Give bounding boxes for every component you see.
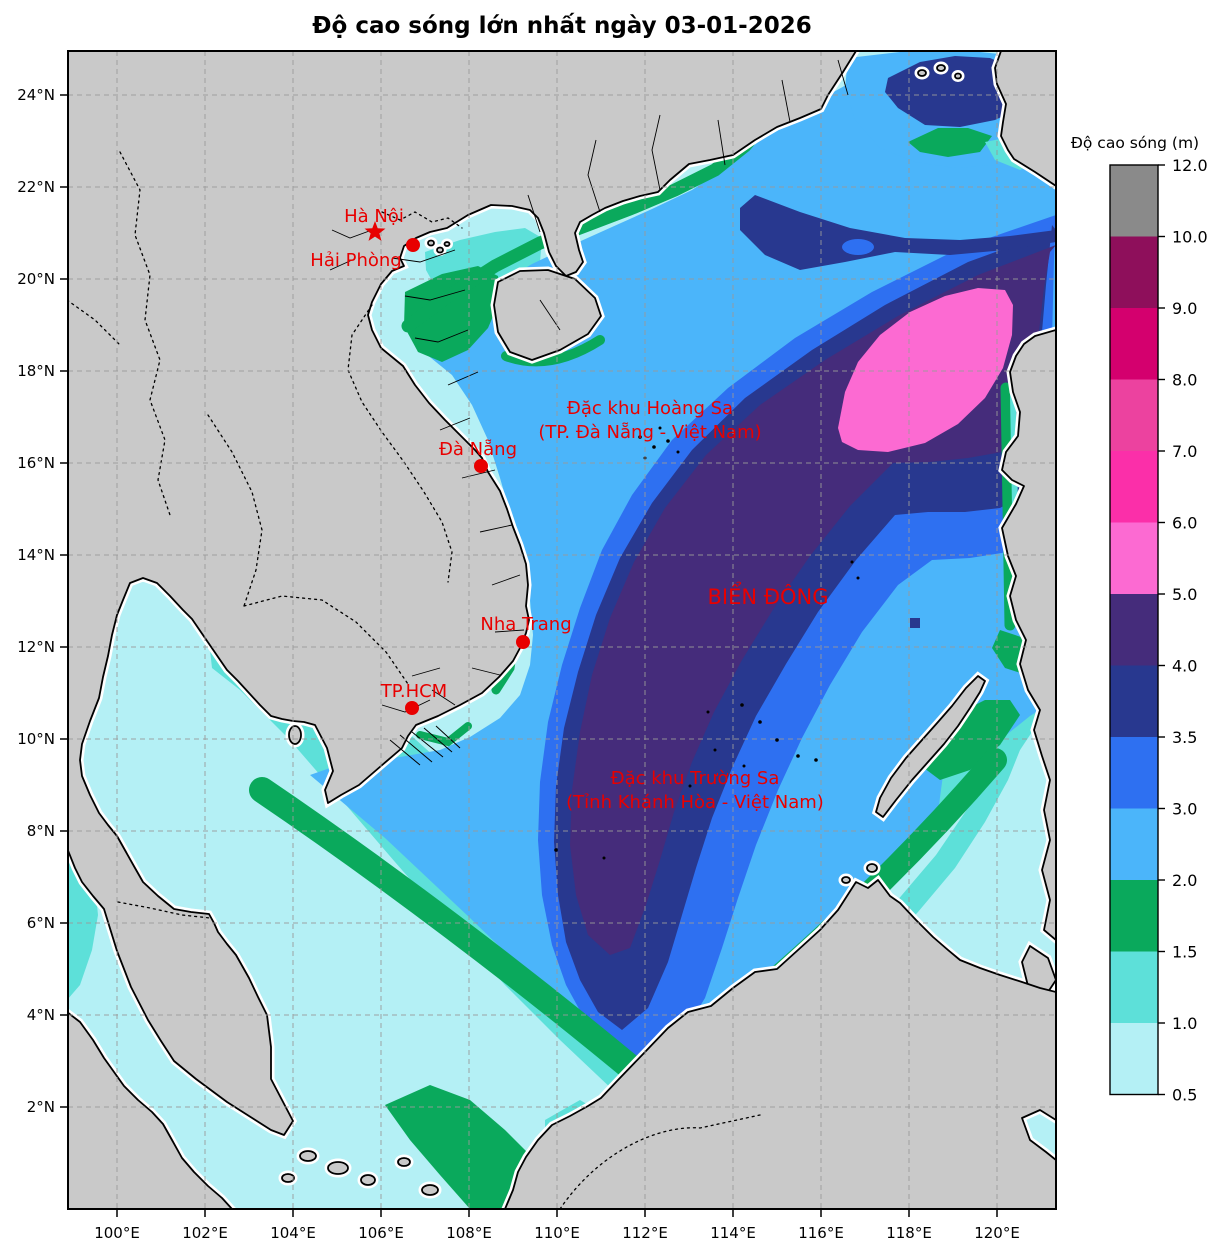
map-layers (68, 51, 1056, 1209)
country-borders-dotted (68, 151, 761, 1209)
gridlines (68, 51, 1056, 1209)
y-tick-label: 10°N (17, 730, 55, 748)
sea-level-5-6m (838, 288, 1013, 452)
colorbar-ticks (1158, 164, 1165, 1096)
city-label-hanoi: Hà Nội (344, 206, 404, 227)
cb-label: 2.0 (1172, 871, 1197, 890)
y-tick-label: 8°N (27, 822, 55, 840)
map-plot: Hà Nội Hải Phòng Đà Nẵng Nha Trang TP.HC… (17, 12, 1057, 1242)
hanoi-star-marker (364, 221, 386, 241)
cb-label: 4.0 (1172, 657, 1197, 676)
tphcm-dot-marker (405, 701, 419, 715)
x-tick-label: 100°E (94, 1224, 140, 1242)
y-tick-label: 24°N (17, 86, 55, 104)
danang-dot-marker (474, 459, 488, 473)
x-tick-label: 116°E (798, 1224, 844, 1242)
province-borders (329, 59, 849, 713)
city-label-nhatrang: Nha Trang (480, 614, 571, 635)
y-tick-label: 2°N (27, 1098, 55, 1116)
cb-label: 1.0 (1172, 1014, 1197, 1033)
label-truong-sa-line2: (Tỉnh Khánh Hòa - Việt Nam) (566, 792, 824, 813)
label-hoang-sa-line1: Đặc khu Hoàng Sa (567, 398, 733, 419)
sea-medium-hole (842, 239, 874, 255)
y-tick-label: 16°N (17, 454, 55, 472)
colorbar-labels: 12.0 10.0 9.0 8.0 7.0 6.0 5.0 4.0 3.5 3.… (1172, 156, 1208, 1105)
colorbar-segments (1110, 165, 1158, 1095)
x-tick-label: 118°E (886, 1224, 932, 1242)
cb-label: 7.0 (1172, 442, 1197, 461)
x-tick-label: 102°E (182, 1224, 228, 1242)
cb-label: 3.5 (1172, 728, 1197, 747)
cb-label: 12.0 (1172, 156, 1208, 175)
cb-label: 8.0 (1172, 371, 1197, 390)
x-tick-label: 114°E (710, 1224, 756, 1242)
x-tick-label: 104°E (270, 1224, 316, 1242)
cb-label: 10.0 (1172, 228, 1208, 247)
cb-label: 1.5 (1172, 943, 1197, 962)
cb-label: 9.0 (1172, 299, 1197, 318)
x-tick-label: 108°E (446, 1224, 492, 1242)
city-markers (364, 221, 530, 715)
x-tick-label: 110°E (534, 1224, 580, 1242)
x-tick-label: 120°E (974, 1224, 1020, 1242)
nhatrang-dot-marker (516, 635, 530, 649)
cb-label: 6.0 (1172, 514, 1197, 533)
y-tick-label: 14°N (17, 546, 55, 564)
y-axis-labels: 24°N 22°N 20°N 18°N 16°N 14°N 12°N 10°N … (17, 86, 55, 1116)
city-label-tphcm: TP.HCM (380, 681, 447, 702)
label-hoang-sa-line2: (TP. Đà Nẵng - Việt Nam) (538, 422, 761, 443)
x-axis-ticks (116, 1209, 998, 1217)
colorbar: Độ cao sóng (m) 12.0 10.0 9.0 (1071, 134, 1208, 1105)
x-axis-labels: 100°E 102°E 104°E 106°E 108°E 110°E 112°… (94, 1224, 1020, 1242)
y-tick-label: 18°N (17, 362, 55, 380)
cb-label: 5.0 (1172, 585, 1197, 604)
x-tick-label: 106°E (358, 1224, 404, 1242)
haiphong-dot-marker (406, 238, 420, 252)
y-tick-label: 4°N (27, 1006, 55, 1024)
label-bien-dong: BIỂN ĐÔNG (707, 582, 828, 609)
navy-dot (910, 618, 920, 628)
label-truong-sa-line1: Đặc khu Trường Sa (611, 768, 780, 789)
y-tick-label: 22°N (17, 178, 55, 196)
x-tick-label: 112°E (622, 1224, 668, 1242)
y-axis-ticks (60, 94, 68, 1108)
plot-title: Độ cao sóng lớn nhất ngày 03-01-2026 (312, 12, 812, 39)
sea-navy-lens (740, 195, 1056, 270)
city-label-haiphong: Hải Phòng (310, 250, 401, 271)
map-frame (67, 50, 1057, 1210)
y-tick-label: 12°N (17, 638, 55, 656)
cb-label: 0.5 (1172, 1086, 1197, 1105)
colorbar-frame (1109, 164, 1159, 1096)
colorbar-title: Độ cao sóng (m) (1071, 134, 1199, 152)
y-tick-label: 6°N (27, 914, 55, 932)
city-label-danang: Đà Nẵng (439, 439, 517, 460)
cb-label: 3.0 (1172, 800, 1197, 819)
y-tick-label: 20°N (17, 270, 55, 288)
